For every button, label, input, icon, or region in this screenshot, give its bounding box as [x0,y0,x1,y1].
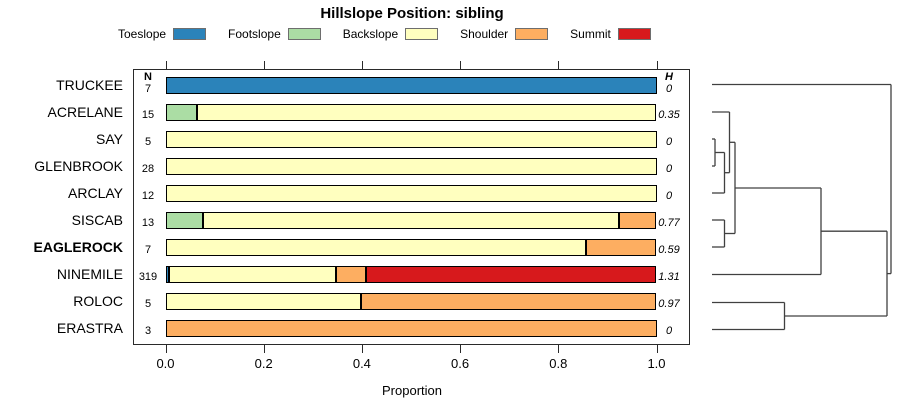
legend-swatch-shoulder-icon [515,28,549,40]
axis-tick-label: 0.2 [254,356,273,371]
bar-segment-shoulder [618,211,657,229]
axis-tick-label: 0.4 [352,356,371,371]
h-value: 0.35 [658,109,680,121]
axis-tick-bottom [656,345,658,353]
legend-item: Toeslope [118,27,207,41]
h-value: 0 [665,325,673,337]
h-value: 0 [665,190,673,202]
n-value: 15 [141,109,155,121]
bar-segment-toeslope [165,76,657,94]
n-value: 5 [144,298,152,310]
legend-swatch-footslope-icon [287,28,321,40]
axis-tick-label: 1.0 [647,356,666,371]
row-label-glenbrook: GLENBROOK [34,158,123,174]
legend-label: Summit [570,27,611,41]
axis-tick-bottom [263,345,265,353]
legend-label: Backslope [342,27,399,41]
bar-segment-backslope [165,292,361,310]
bar-segment-backslope [197,103,657,121]
legend-item: Backslope [342,27,439,41]
axis-tick-bottom [460,345,462,353]
axis-tick-top [558,61,560,69]
axis-tick-bottom [361,345,363,353]
n-value: 28 [141,163,155,175]
n-value: 5 [144,136,152,148]
chart-title: Hillslope Position: sibling [320,5,504,22]
row-label-arclay: ARCLAY [68,185,123,201]
h-value: 0.77 [658,217,680,229]
axis-tick-label: 0.6 [451,356,470,371]
legend: Toeslope Footslope Backslope Shoulder Summit [118,27,673,41]
row-label-truckee: TRUCKEE [56,77,123,93]
bar-segment-shoulder [586,238,657,256]
row-label-eaglerock: EAGLEROCK [33,239,123,255]
h-column-header: H [665,71,673,83]
h-value-text: 0 [665,83,673,95]
axis-tick-top [361,61,363,69]
axis-tick-top [656,61,658,69]
axis-tick-top [460,61,462,69]
bar-segment-shoulder [165,319,657,337]
bar-segment-toeslope [165,265,169,283]
row-label-roloc: ROLOC [73,293,123,309]
row-label-siscab: SISCAB [71,212,123,228]
bar-segment-backslope [165,157,657,175]
legend-item: Summit [570,27,651,41]
n-value: 12 [141,190,155,202]
h-value: 0.59 [658,244,680,256]
h-value: 0 [665,163,673,175]
bar-segment-backslope [165,184,657,202]
n-value-text: 7 [144,83,152,95]
n-value: 7 [144,244,152,256]
axis-tick-bottom [165,345,167,353]
h-value: 0.97 [658,298,680,310]
bar-segment-footslope [165,211,204,229]
legend-swatch-backslope-icon [405,28,439,40]
row-label-erastra: ERASTRA [56,320,123,336]
legend-label: Shoulder [460,27,509,41]
legend-swatch-summit-icon [617,28,651,40]
bar-segment-backslope [165,238,587,256]
n-column-header: N [144,71,152,83]
n-value: 13 [141,217,155,229]
bar-segment-backslope [168,265,336,283]
legend-item: Shoulder [460,27,549,41]
row-label-acrelane: ACRELANE [47,104,123,120]
legend-label: Footslope [228,27,281,41]
legend-label: Toeslope [118,27,167,41]
axis-tick-bottom [558,345,560,353]
axis-tick-label: 0.0 [156,356,175,371]
n-value: 3 [144,325,152,337]
axis-tick-label: 0.8 [549,356,568,371]
row-label-ninemile: NINEMILE [56,266,123,282]
bar-segment-shoulder [360,292,657,310]
bar-segment-footslope [165,103,198,121]
legend-item: Footslope [228,27,321,41]
bar-segment-backslope [203,211,619,229]
x-axis-title: Proportion [382,383,442,398]
axis-tick-top [263,61,265,69]
axis-tick-top [165,61,167,69]
legend-swatch-toeslope-icon [173,28,207,40]
row-label-say: SAY [96,131,123,147]
bar-segment-shoulder [335,265,367,283]
bar-segment-summit [366,265,657,283]
bar-segment-backslope [165,130,657,148]
h-value: 0 [665,136,673,148]
h-value: 1.31 [658,271,680,283]
n-value: 319 [138,271,158,283]
